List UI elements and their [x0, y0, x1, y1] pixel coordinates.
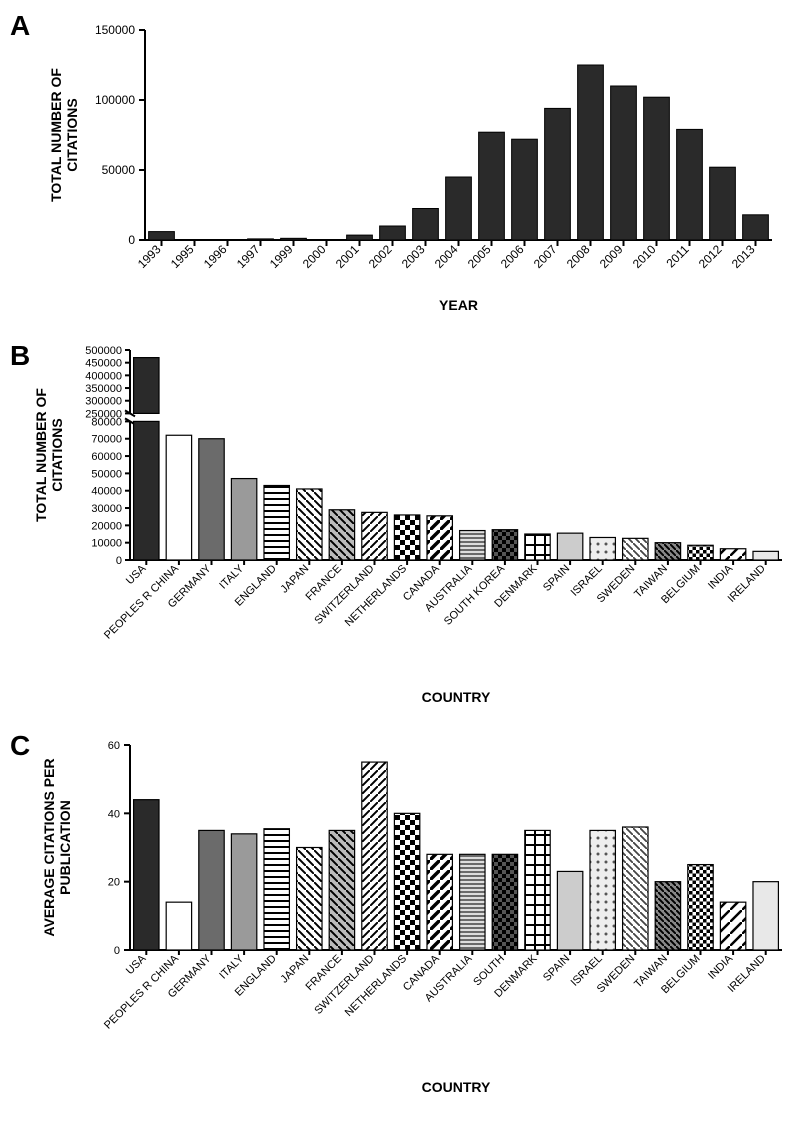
- svg-text:50000: 50000: [102, 163, 136, 177]
- svg-text:USA: USA: [124, 562, 149, 587]
- svg-text:500000: 500000: [85, 345, 122, 357]
- svg-text:USA: USA: [124, 952, 149, 977]
- panel-c-label: C: [10, 730, 30, 762]
- svg-text:TOTAL NUMBER OFCITATIONS: TOTAL NUMBER OFCITATIONS: [48, 68, 80, 202]
- svg-text:ITALY: ITALY: [217, 952, 246, 981]
- chart-a-svg: 0500001000001500001993199519961997199920…: [10, 10, 792, 320]
- svg-text:1993: 1993: [135, 242, 164, 271]
- svg-text:1995: 1995: [168, 242, 197, 271]
- chart-c-svg: 0204060USAPEOPLES R CHINAGERMANYITALYENG…: [10, 730, 792, 1100]
- svg-text:SWITZERLAND: SWITZERLAND: [312, 953, 376, 1017]
- svg-text:70000: 70000: [91, 434, 122, 446]
- svg-text:2011: 2011: [663, 242, 691, 270]
- svg-text:2001: 2001: [333, 242, 362, 271]
- svg-text:SPAIN: SPAIN: [541, 953, 572, 984]
- svg-text:NETHERLANDS: NETHERLANDS: [343, 563, 409, 629]
- svg-text:60000: 60000: [91, 451, 122, 463]
- svg-text:10000: 10000: [91, 538, 122, 550]
- svg-text:350000: 350000: [85, 383, 122, 395]
- svg-text:0: 0: [116, 555, 122, 567]
- svg-text:60: 60: [108, 740, 120, 752]
- chart-b-svg: 0100002000030000400005000060000700008000…: [10, 340, 792, 710]
- panel-b-label: B: [10, 340, 30, 372]
- svg-text:0: 0: [114, 945, 120, 957]
- svg-text:2007: 2007: [531, 242, 560, 271]
- panel-b: B 01000020000300004000050000600007000080…: [10, 340, 792, 710]
- svg-text:1999: 1999: [267, 242, 296, 271]
- svg-text:20: 20: [108, 877, 120, 889]
- svg-text:450000: 450000: [85, 358, 122, 370]
- panel-c: C 0204060USAPEOPLES R CHINAGERMANYITALYE…: [10, 730, 792, 1100]
- panel-a: A 0 50000 100000 150000 19931995199619971999…: [10, 10, 792, 320]
- svg-text:2004: 2004: [432, 242, 461, 271]
- svg-text:2010: 2010: [630, 242, 659, 271]
- svg-text:2008: 2008: [564, 242, 593, 271]
- svg-text:ITALY: ITALY: [217, 562, 246, 591]
- svg-text:300000: 300000: [85, 396, 122, 408]
- svg-text:20000: 20000: [91, 520, 122, 532]
- svg-text:YEAR: YEAR: [439, 297, 478, 313]
- svg-text:40: 40: [108, 808, 120, 820]
- svg-text:0: 0: [128, 233, 135, 247]
- svg-text:COUNTRY: COUNTRY: [422, 1079, 491, 1095]
- svg-text:100000: 100000: [95, 93, 135, 107]
- svg-text:SPAIN: SPAIN: [541, 563, 572, 594]
- svg-text:2005: 2005: [465, 242, 494, 271]
- svg-text:250000: 250000: [85, 408, 122, 420]
- svg-text:400000: 400000: [85, 370, 122, 382]
- svg-text:2013: 2013: [729, 242, 758, 271]
- svg-text:2009: 2009: [597, 242, 626, 271]
- svg-text:1997: 1997: [234, 242, 263, 271]
- svg-text:NETHERLANDS: NETHERLANDS: [343, 953, 409, 1019]
- svg-text:AVERAGE CITATIONS PERPUBLICATI: AVERAGE CITATIONS PERPUBLICATION: [41, 758, 73, 936]
- svg-text:40000: 40000: [91, 486, 122, 498]
- svg-text:INDIA: INDIA: [706, 952, 736, 982]
- svg-text:SWITZERLAND: SWITZERLAND: [312, 563, 376, 627]
- panel-a-label: A: [10, 10, 30, 42]
- svg-text:COUNTRY: COUNTRY: [422, 689, 491, 705]
- svg-text:1996: 1996: [201, 242, 230, 271]
- svg-text:TOTAL NUMBER OFCITATIONS: TOTAL NUMBER OFCITATIONS: [33, 388, 65, 522]
- svg-text:INDIA: INDIA: [706, 562, 736, 592]
- svg-text:50000: 50000: [91, 468, 122, 480]
- svg-text:150000: 150000: [95, 23, 135, 37]
- svg-text:2012: 2012: [696, 242, 725, 271]
- svg-text:2006: 2006: [498, 242, 527, 271]
- svg-text:2003: 2003: [399, 242, 428, 271]
- svg-text:30000: 30000: [91, 503, 122, 515]
- svg-text:2002: 2002: [366, 242, 395, 271]
- svg-text:2000: 2000: [300, 242, 329, 271]
